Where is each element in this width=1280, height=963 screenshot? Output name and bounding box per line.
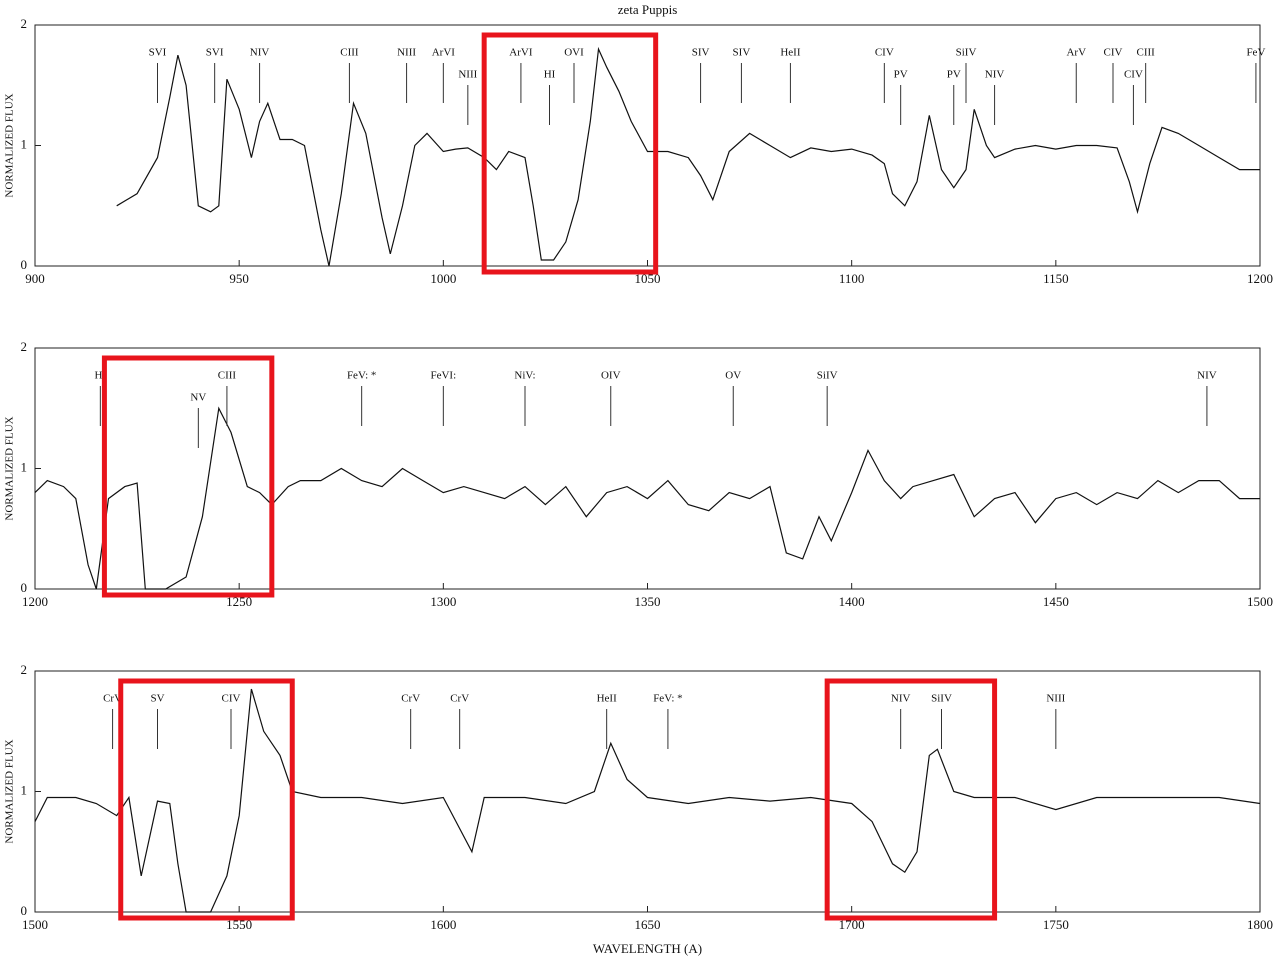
- x-tick-label: 1100: [839, 271, 865, 286]
- y-axis-label: NORMALIZED FLUX: [4, 739, 16, 843]
- line-label: FeV: *: [653, 693, 682, 705]
- line-label: NIV: [985, 69, 1005, 81]
- line-label: CIII: [340, 47, 359, 59]
- line-label: ArVI: [509, 47, 533, 59]
- x-tick-label: 1200: [1247, 271, 1273, 286]
- highlight-box: [118, 678, 295, 921]
- highlight-box: [481, 32, 659, 275]
- line-label: FeV: [1246, 47, 1265, 59]
- x-tick-label: 1500: [1247, 594, 1273, 609]
- line-label: HeII: [780, 47, 800, 59]
- x-axis-label: WAVELENGTH (A): [593, 941, 702, 956]
- line-label: NIII: [397, 47, 416, 59]
- line-label: SIV: [692, 47, 710, 59]
- line-label: CIII: [1137, 47, 1156, 59]
- x-tick-label: 1600: [430, 917, 456, 932]
- line-label: HI: [544, 69, 556, 81]
- line-label: CrV: [450, 693, 469, 705]
- line-label: CIV: [1124, 69, 1143, 81]
- line-label: CIV: [222, 693, 241, 705]
- line-label: CIII: [218, 370, 237, 382]
- y-tick-label: 2: [21, 16, 28, 31]
- line-label: FeVI:: [430, 370, 456, 382]
- y-tick-label: 0: [21, 580, 28, 595]
- line-label: CrV: [103, 693, 122, 705]
- y-tick-label: 2: [21, 339, 28, 354]
- line-label: SiIV: [931, 693, 952, 705]
- x-tick-label: 1200: [22, 594, 48, 609]
- x-tick-label: 1750: [1043, 917, 1069, 932]
- line-label: NV: [190, 392, 206, 404]
- x-tick-label: 1150: [1043, 271, 1069, 286]
- line-label: CrV: [401, 693, 420, 705]
- line-label: FeV: *: [347, 370, 376, 382]
- x-tick-label: 1350: [635, 594, 661, 609]
- line-label: NIV: [891, 693, 911, 705]
- y-tick-label: 1: [21, 136, 28, 151]
- x-tick-label: 1400: [839, 594, 865, 609]
- x-tick-label: 1300: [430, 594, 456, 609]
- x-tick-label: 1500: [22, 917, 48, 932]
- x-tick-label: 950: [229, 271, 249, 286]
- line-label: OV: [725, 370, 741, 382]
- highlight-box: [101, 355, 275, 598]
- line-label: ArVI: [432, 47, 456, 59]
- y-axis-label: NORMALIZED FLUX: [4, 416, 16, 520]
- line-label: SIV: [733, 47, 751, 59]
- spectrum-line: [116, 46, 1260, 267]
- x-tick-label: 900: [25, 271, 45, 286]
- spectrum-line: [34, 406, 1260, 590]
- line-label: PV: [894, 69, 908, 81]
- x-tick-label: 1650: [635, 917, 661, 932]
- y-tick-label: 1: [21, 459, 28, 474]
- line-label: CIV: [1104, 47, 1123, 59]
- line-label: OVI: [564, 47, 584, 59]
- line-label: HI: [95, 370, 107, 382]
- highlight-box: [824, 678, 998, 921]
- line-label: CIV: [875, 47, 894, 59]
- line-label: SiIV: [817, 370, 838, 382]
- x-tick-label: 1000: [430, 271, 456, 286]
- x-tick-label: 1250: [226, 594, 252, 609]
- plot-frame: [34, 347, 1261, 590]
- y-tick-label: 0: [21, 903, 28, 918]
- line-label: OIV: [601, 370, 621, 382]
- x-tick-label: 1800: [1247, 917, 1273, 932]
- line-label: SVI: [206, 47, 224, 59]
- x-tick-label: 1550: [226, 917, 252, 932]
- y-axis-label: NORMALIZED FLUX: [4, 93, 16, 197]
- line-label: SiIV: [956, 47, 977, 59]
- y-tick-label: 1: [21, 782, 28, 797]
- plot-frame: [34, 670, 1261, 913]
- line-label: NIII: [458, 69, 477, 81]
- chart-title: zeta Puppis: [618, 2, 678, 17]
- x-tick-label: 1700: [839, 917, 865, 932]
- line-label: NIV: [1197, 370, 1217, 382]
- line-label: ArV: [1066, 47, 1086, 59]
- line-label: SVI: [149, 47, 167, 59]
- line-label: NIV: [250, 47, 270, 59]
- line-label: PV: [947, 69, 961, 81]
- y-tick-label: 0: [21, 257, 28, 272]
- line-label: HeII: [597, 693, 617, 705]
- x-tick-label: 1450: [1043, 594, 1069, 609]
- spectrum-line: [34, 688, 1261, 913]
- line-label: NiV:: [514, 370, 535, 382]
- line-label: NIII: [1046, 693, 1065, 705]
- x-tick-label: 1050: [635, 271, 661, 286]
- line-label: SV: [150, 693, 164, 705]
- y-tick-label: 2: [21, 662, 28, 677]
